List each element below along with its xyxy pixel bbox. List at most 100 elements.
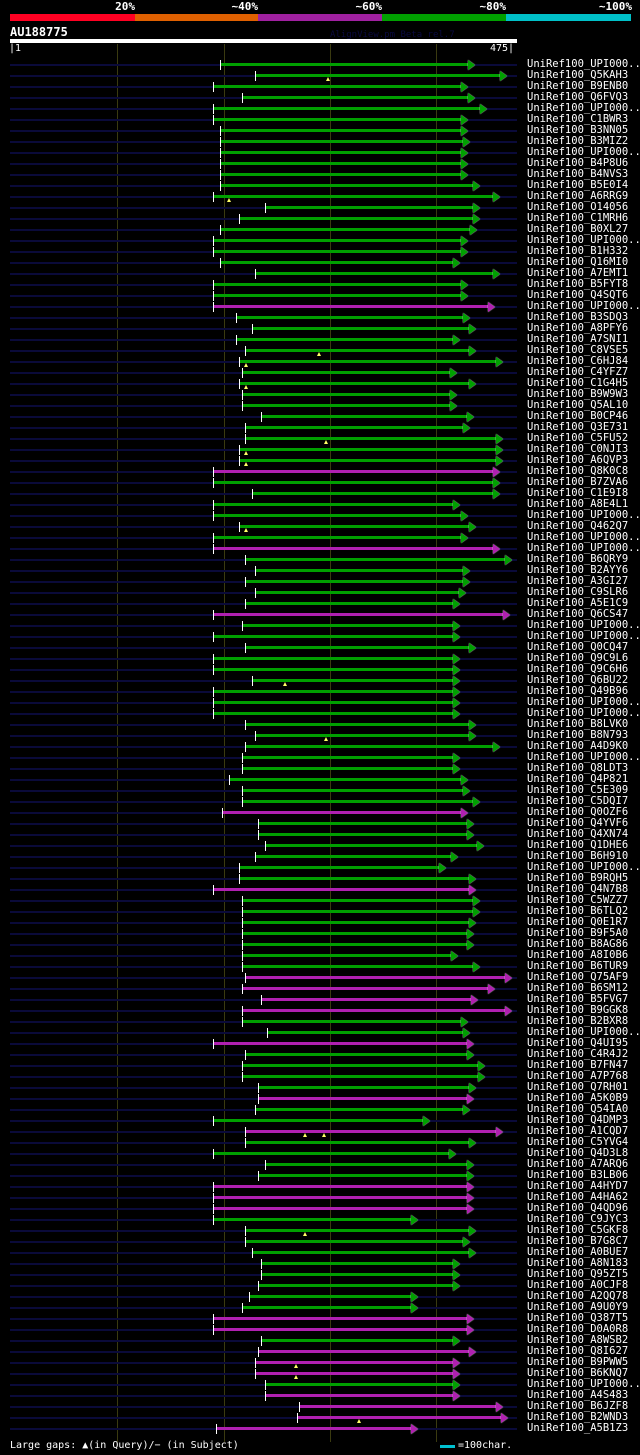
alignment-row[interactable]: UniRef100_Q95ZT5 — [0, 1268, 640, 1281]
subject-label[interactable]: UniRef100_Q4YVF6 — [527, 817, 629, 829]
subject-label[interactable]: UniRef100_UPI000.. — [527, 300, 640, 312]
subject-label[interactable]: UniRef100_Q49B96 — [527, 685, 629, 697]
subject-label[interactable]: UniRef100_O14056 — [527, 201, 629, 213]
alignment-row[interactable]: UniRef100_B3MIZ2 — [0, 135, 640, 148]
subject-label[interactable]: UniRef100_B0XL27 — [527, 223, 629, 235]
subject-label[interactable]: UniRef100_B5E0I4 — [527, 179, 629, 191]
alignment-row[interactable]: UniRef100_C9JYC3 — [0, 1213, 640, 1226]
alignment-bar[interactable] — [264, 844, 478, 847]
alignment-bar[interactable] — [258, 1350, 471, 1353]
subject-label[interactable]: UniRef100_Q4DMP3 — [527, 1114, 629, 1126]
subject-label[interactable]: UniRef100_Q0CQ47 — [527, 641, 629, 653]
subject-label[interactable]: UniRef100_B4P8U6 — [527, 157, 629, 169]
subject-label[interactable]: UniRef100_C5YVG4 — [527, 1136, 629, 1148]
alignment-row[interactable]: UniRef100_B8LVK0 — [0, 718, 640, 731]
subject-label[interactable]: UniRef100_Q6BU22 — [527, 674, 629, 686]
alignment-row[interactable]: UniRef100_Q4DMP3 — [0, 1114, 640, 1127]
alignment-bar[interactable] — [213, 503, 455, 506]
subject-label[interactable]: UniRef100_C5GKF8 — [527, 1224, 629, 1236]
subject-label[interactable]: UniRef100_Q4SQT6 — [527, 289, 629, 301]
alignment-bar[interactable] — [242, 624, 455, 627]
alignment-row[interactable]: UniRef100_Q4QD96 — [0, 1202, 640, 1215]
subject-label[interactable]: UniRef100_C8VSE5 — [527, 344, 629, 356]
alignment-row[interactable]: UniRef100_B2AYY6 — [0, 564, 640, 577]
subject-label[interactable]: UniRef100_A4D9K0 — [527, 740, 629, 752]
alignment-row[interactable]: UniRef100_B6SM12 — [0, 982, 640, 995]
subject-label[interactable]: UniRef100_UPI000.. — [527, 1378, 640, 1390]
subject-label[interactable]: UniRef100_A8PFY6 — [527, 322, 629, 334]
alignment-bar[interactable] — [242, 767, 455, 770]
alignment-bar[interactable] — [242, 404, 452, 407]
subject-label[interactable]: UniRef100_D0A0R8 — [527, 1323, 629, 1335]
alignment-bar[interactable] — [238, 866, 441, 869]
subject-label[interactable]: UniRef100_C9JYC3 — [527, 1213, 629, 1225]
alignment-row[interactable]: UniRef100_Q4N7B8 — [0, 883, 640, 896]
alignment-bar[interactable] — [254, 1361, 455, 1364]
subject-label[interactable]: UniRef100_A5K0B9 — [527, 1092, 629, 1104]
alignment-bar[interactable] — [245, 976, 506, 979]
alignment-row[interactable]: UniRef100_A7P768 — [0, 1070, 640, 1083]
subject-label[interactable]: UniRef100_Q9C6H6 — [527, 663, 629, 675]
alignment-row[interactable]: UniRef100_A7SNI1 — [0, 333, 640, 346]
alignment-row[interactable]: UniRef100_Q54IA0 — [0, 1103, 640, 1116]
alignment-bar[interactable] — [213, 305, 489, 308]
subject-label[interactable]: UniRef100_A5E1C9 — [527, 597, 629, 609]
alignment-bar[interactable] — [213, 1196, 469, 1199]
alignment-row[interactable]: UniRef100_A0BUE7 — [0, 1246, 640, 1259]
alignment-bar[interactable] — [242, 393, 452, 396]
alignment-bar[interactable] — [248, 1295, 412, 1298]
alignment-row[interactable]: UniRef100_C1BWR3 — [0, 113, 640, 126]
alignment-row[interactable]: UniRef100_A7ARQ6 — [0, 1158, 640, 1171]
subject-label[interactable]: UniRef100_B2AYY6 — [527, 564, 629, 576]
alignment-row[interactable]: UniRef100_A5B1Z3 — [0, 1422, 640, 1435]
subject-label[interactable]: UniRef100_Q4QD96 — [527, 1202, 629, 1214]
alignment-row[interactable]: UniRef100_A5K0B9 — [0, 1092, 640, 1105]
subject-label[interactable]: UniRef100_Q4XN74 — [527, 828, 629, 840]
alignment-row[interactable]: UniRef100_Q387T5 — [0, 1312, 640, 1325]
subject-label[interactable]: UniRef100_Q16MI0 — [527, 256, 629, 268]
alignment-row[interactable]: UniRef100_B9RQH5 — [0, 872, 640, 885]
alignment-bar[interactable] — [213, 1328, 469, 1331]
alignment-bar[interactable] — [251, 327, 471, 330]
alignment-bar[interactable] — [219, 140, 464, 143]
alignment-bar[interactable] — [264, 206, 474, 209]
alignment-row[interactable]: UniRef100_Q0OZF6 — [0, 806, 640, 819]
subject-label[interactable]: UniRef100_A9U0Y9 — [527, 1301, 629, 1313]
alignment-bar[interactable] — [242, 756, 455, 759]
subject-label[interactable]: UniRef100_Q3E731 — [527, 421, 629, 433]
alignment-bar[interactable] — [213, 239, 462, 242]
alignment-bar[interactable] — [251, 1251, 471, 1254]
alignment-row[interactable]: UniRef100_B7FN47 — [0, 1059, 640, 1072]
subject-label[interactable]: UniRef100_B5FVG7 — [527, 993, 629, 1005]
alignment-bar[interactable] — [219, 228, 472, 231]
alignment-bar[interactable] — [213, 481, 494, 484]
subject-label[interactable]: UniRef100_C5FU52 — [527, 432, 629, 444]
alignment-row[interactable]: UniRef100_Q16MI0 — [0, 256, 640, 269]
alignment-bar[interactable] — [213, 1042, 469, 1045]
alignment-bar[interactable] — [213, 701, 455, 704]
alignment-bar[interactable] — [242, 1020, 462, 1023]
subject-label[interactable]: UniRef100_Q0E1R7 — [527, 916, 629, 928]
alignment-row[interactable]: UniRef100_A0CJF8 — [0, 1279, 640, 1292]
subject-label[interactable]: UniRef100_B4NVS3 — [527, 168, 629, 180]
subject-label[interactable]: UniRef100_A7SNI1 — [527, 333, 629, 345]
subject-label[interactable]: UniRef100_B2WND3 — [527, 1411, 629, 1423]
alignment-row[interactable]: UniRef100_A4HA62 — [0, 1191, 640, 1204]
alignment-bar[interactable] — [242, 1064, 479, 1067]
subject-label[interactable]: UniRef100_A8N183 — [527, 1257, 629, 1269]
alignment-bar[interactable] — [213, 712, 455, 715]
subject-label[interactable]: UniRef100_Q75AF9 — [527, 971, 629, 983]
alignment-bar[interactable] — [219, 261, 455, 264]
alignment-row[interactable]: UniRef100_C5WZZ7 — [0, 894, 640, 907]
alignment-row[interactable]: UniRef100_B4NVS3 — [0, 168, 640, 181]
alignment-bar[interactable] — [242, 800, 474, 803]
subject-label[interactable]: UniRef100_B7ZVA6 — [527, 476, 629, 488]
alignment-row[interactable]: UniRef100_A4HYD7 — [0, 1180, 640, 1193]
alignment-row[interactable]: UniRef100_B9W9W3 — [0, 388, 640, 401]
alignment-row[interactable]: UniRef100_B3NN05 — [0, 124, 640, 137]
alignment-bar[interactable] — [238, 382, 471, 385]
alignment-row[interactable]: UniRef100_Q4SQT6 — [0, 289, 640, 302]
alignment-bar[interactable] — [213, 107, 482, 110]
alignment-bar[interactable] — [242, 1306, 412, 1309]
subject-label[interactable]: UniRef100_A7EMT1 — [527, 267, 629, 279]
